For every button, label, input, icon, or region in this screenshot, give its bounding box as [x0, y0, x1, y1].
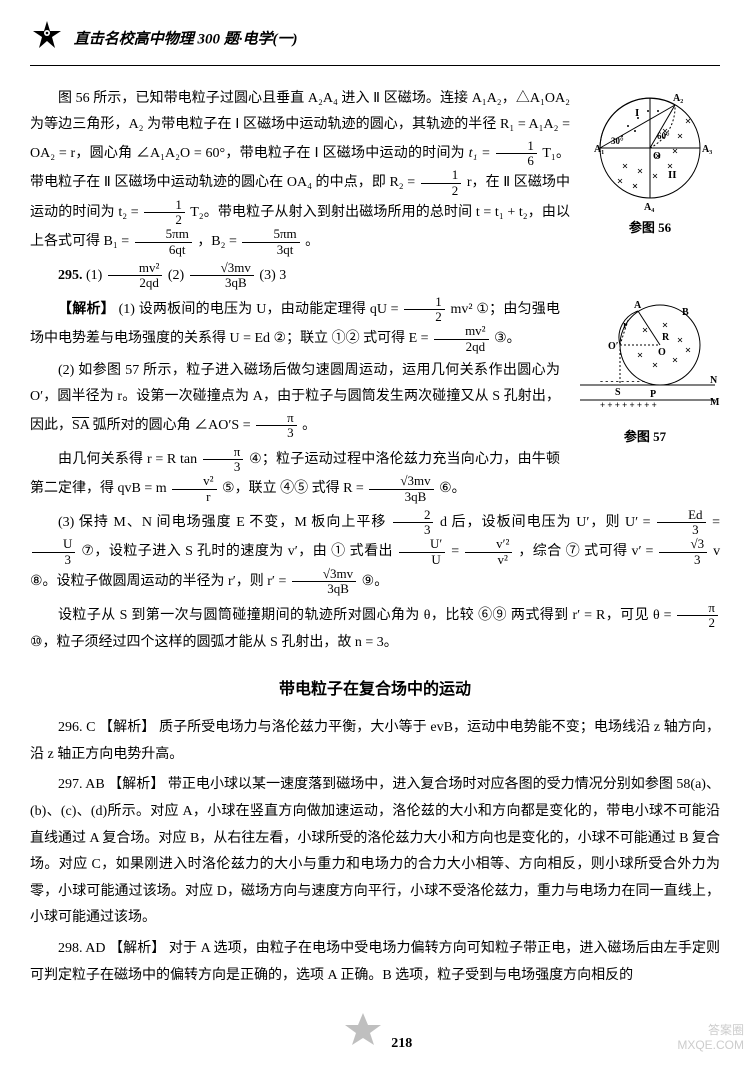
figure-56: A₁ A₃ A₂ A₄ O 30° 60° I II 参图 56 [580, 86, 720, 241]
page-star-icon [338, 1011, 388, 1047]
q295-analysis-4: (3) 保持 M、N 间电场强度 E 不变，M 板向上平移 23 d 后，设板间… [30, 508, 720, 597]
figure-56-caption: 参图 56 [580, 216, 720, 241]
svg-text:- - - - - - - - -: - - - - - - - - - [600, 376, 645, 386]
svg-text:A₁: A₁ [594, 144, 604, 155]
svg-text:I: I [635, 107, 639, 119]
watermark: 答案圈 MXQE.COM [677, 1023, 744, 1052]
q295-answers: 295. (1) mv²2qd (2) √3mv3qB (3) 3 [30, 261, 720, 291]
header-title: 直击名校高中物理 300 题·电学(一) [74, 32, 298, 48]
section-title: 带电粒子在复合场中的运动 [30, 675, 720, 705]
svg-text:r: r [623, 320, 628, 331]
q295-analysis-3: 由几何关系得 r = R tan π3 ④；粒子运动过程中洛伦兹力充当向心力，由… [30, 445, 720, 504]
svg-text:S: S [615, 387, 621, 398]
svg-text:O′: O′ [608, 341, 619, 352]
svg-text:R: R [662, 332, 670, 343]
svg-text:A₂: A₂ [673, 93, 683, 104]
svg-text:II: II [668, 169, 677, 181]
figure-56-svg: A₁ A₃ A₂ A₄ O 30° 60° I II [580, 86, 720, 216]
svg-text:+ + + + + + + +: + + + + + + + + [600, 400, 657, 410]
svg-text:A: A [634, 300, 642, 311]
svg-text:N: N [710, 375, 718, 386]
svg-text:O: O [658, 347, 666, 358]
figure-57: - - - - - - - - - + + + + + + + + A B R … [570, 295, 720, 450]
figure-57-svg: - - - - - - - - - + + + + + + + + A B R … [570, 295, 720, 425]
figure-57-caption: 参图 57 [570, 425, 720, 450]
svg-text:P: P [650, 389, 656, 400]
q298: 298. AD 【解析】 对于 A 选项，由粒子在电场中受电场力偏转方向可知粒子… [30, 936, 720, 989]
svg-text:A₃: A₃ [702, 144, 712, 155]
svg-text:O: O [653, 151, 661, 162]
svg-text:60°: 60° [657, 131, 670, 141]
page-header: 直击名校高中物理 300 题·电学(一) [30, 20, 720, 66]
q296: 296. C 【解析】 质子所受电场力与洛伦兹力平衡，大小等于 evB，运动中电… [30, 715, 720, 768]
svg-text:A₄: A₄ [644, 202, 654, 213]
page-number: 218 [30, 1011, 720, 1058]
q295-analysis-5: 设粒子从 S 到第一次与圆筒碰撞期间的轨迹所对圆心角为 θ，比较 ⑥⑨ 两式得到… [30, 601, 720, 657]
svg-text:B: B [682, 307, 689, 318]
q297: 297. AB 【解析】 带正电小球以某一速度落到磁场中，进入复合场时对应各图的… [30, 772, 720, 932]
svg-text:30°: 30° [611, 136, 624, 146]
svg-text:M: M [710, 397, 720, 408]
logo-star-icon [30, 20, 64, 61]
